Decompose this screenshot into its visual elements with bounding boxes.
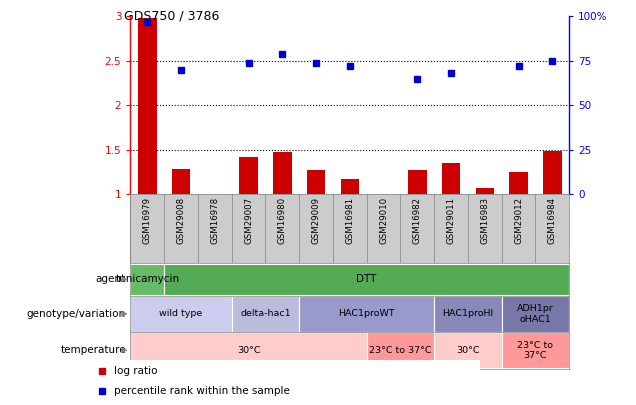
- Text: percentile rank within the sample: percentile rank within the sample: [114, 386, 290, 396]
- Bar: [434, 296, 502, 332]
- Bar: [442, 163, 460, 194]
- Bar: [239, 157, 258, 194]
- Bar: [172, 169, 190, 194]
- Bar: [273, 151, 291, 194]
- Text: GSM29008: GSM29008: [177, 197, 186, 244]
- Bar: [130, 264, 164, 295]
- Text: HAC1proWT: HAC1proWT: [338, 309, 395, 318]
- Text: tunicamycin: tunicamycin: [115, 275, 179, 284]
- Bar: [138, 18, 156, 194]
- Bar: [299, 296, 434, 332]
- Text: GDS750 / 3786: GDS750 / 3786: [124, 9, 219, 22]
- Text: genotype/variation: genotype/variation: [27, 309, 126, 319]
- Bar: [340, 179, 359, 194]
- Text: GSM16982: GSM16982: [413, 197, 422, 244]
- Text: 30°C: 30°C: [237, 346, 260, 355]
- Text: wild type: wild type: [160, 309, 203, 318]
- Bar: [476, 188, 494, 194]
- Bar: [502, 333, 569, 368]
- Text: ADH1pr
oHAC1: ADH1pr oHAC1: [517, 304, 554, 324]
- Text: GSM29012: GSM29012: [514, 197, 523, 244]
- Text: GSM16984: GSM16984: [548, 197, 557, 244]
- Text: GSM29011: GSM29011: [446, 197, 455, 244]
- Text: GSM29010: GSM29010: [379, 197, 388, 244]
- Bar: [502, 296, 569, 332]
- Text: GSM16978: GSM16978: [211, 197, 219, 244]
- Bar: [543, 151, 562, 194]
- Bar: [408, 171, 427, 194]
- Text: 23°C to 37°C: 23°C to 37°C: [369, 346, 432, 355]
- Text: GSM29007: GSM29007: [244, 197, 253, 244]
- Bar: [367, 333, 434, 368]
- Text: GSM29009: GSM29009: [312, 197, 321, 244]
- Text: HAC1proHI: HAC1proHI: [442, 309, 494, 318]
- Bar: [434, 333, 502, 368]
- Text: 30°C: 30°C: [456, 346, 480, 355]
- Text: log ratio: log ratio: [114, 366, 157, 375]
- Bar: [130, 296, 232, 332]
- Bar: [130, 333, 367, 368]
- Bar: [307, 171, 326, 194]
- Text: GSM16980: GSM16980: [278, 197, 287, 244]
- Text: DTT: DTT: [357, 275, 377, 284]
- Text: GSM16979: GSM16979: [142, 197, 152, 244]
- Text: 23°C to
37°C: 23°C to 37°C: [518, 341, 553, 360]
- Bar: [509, 172, 528, 194]
- Text: delta-hac1: delta-hac1: [240, 309, 291, 318]
- Text: GSM16983: GSM16983: [480, 197, 489, 244]
- Text: agent: agent: [96, 275, 126, 284]
- Text: GSM16981: GSM16981: [345, 197, 354, 244]
- Bar: [232, 296, 299, 332]
- Text: temperature: temperature: [60, 345, 126, 355]
